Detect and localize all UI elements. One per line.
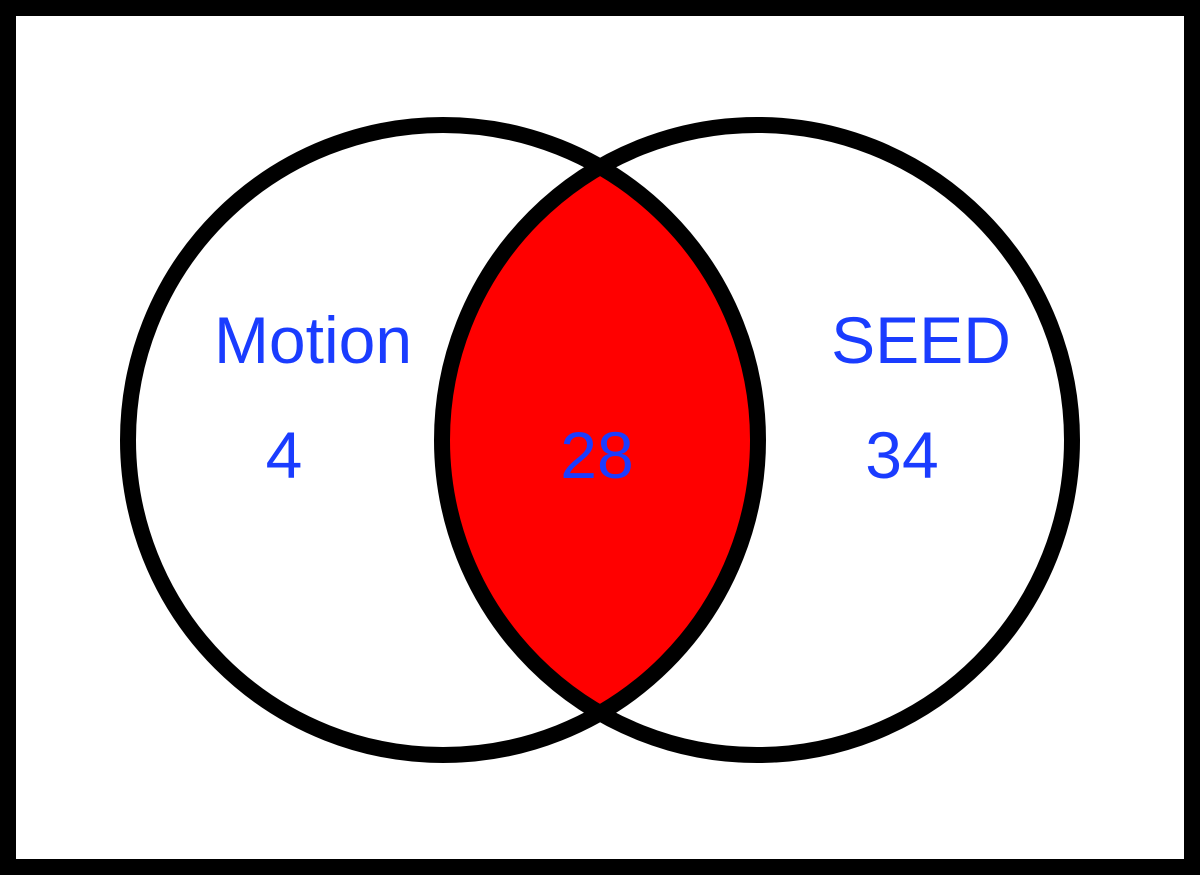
seed-set-circle [434,117,1080,763]
seed-set-label: SEED [831,303,1011,377]
intersection-count: 28 [560,418,633,492]
seed-only-count: 34 [865,418,938,492]
motion-only-count: 4 [266,418,303,492]
motion-set-circle [120,117,766,763]
motion-set-label: Motion [214,303,412,377]
